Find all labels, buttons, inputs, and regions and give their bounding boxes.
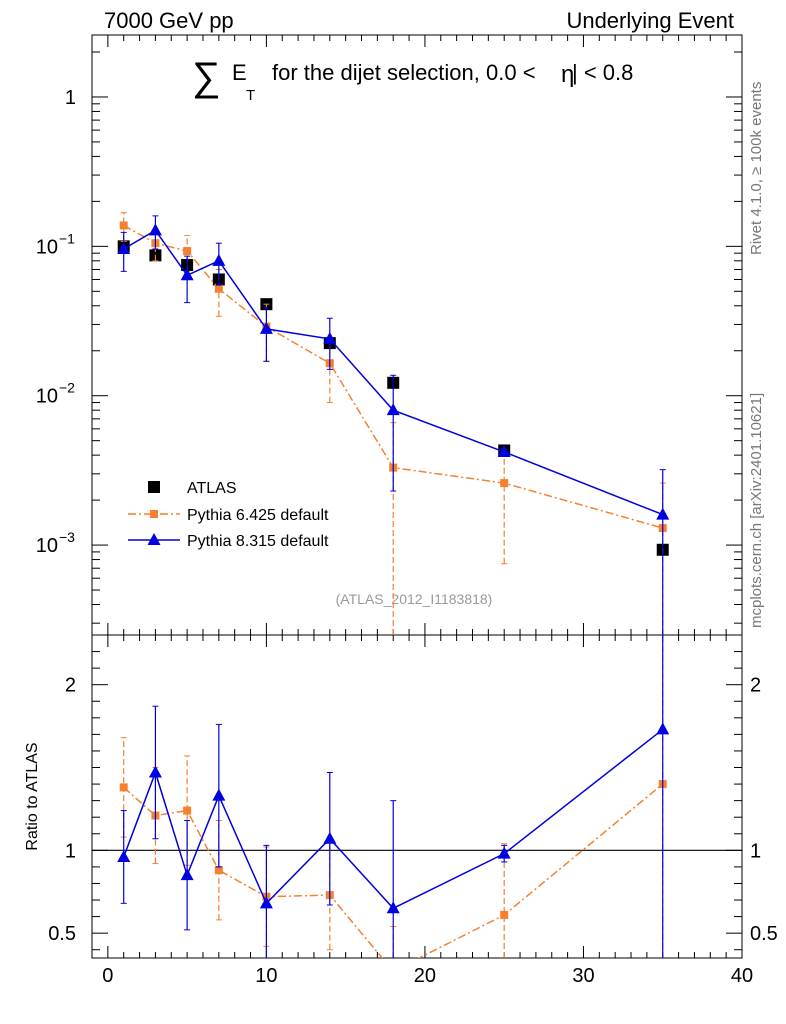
main-y-tick-label: 10 — [36, 535, 58, 557]
pythia8-marker — [497, 846, 511, 859]
title-sum-symbol: ∑ — [192, 55, 221, 99]
pythia6-marker — [500, 910, 509, 919]
main-y-tick-exponent: −3 — [59, 529, 75, 545]
pythia8-marker — [212, 788, 226, 801]
legend: ATLAS Pythia 6.425 default Pythia 8.315 de… — [128, 480, 329, 550]
pythia8-series-ratio — [117, 635, 670, 958]
pythia8-marker — [323, 331, 337, 344]
pythia6-marker — [214, 866, 223, 875]
pythia8-series-main — [117, 215, 670, 635]
pythia8-marker — [497, 444, 511, 457]
pythia6-marker — [150, 510, 158, 518]
pythia8-marker — [117, 849, 131, 862]
pythia8-marker — [180, 868, 194, 881]
x-tick-label: 30 — [572, 965, 594, 987]
x-tick-label: 40 — [731, 965, 753, 987]
title-t-subscript: T — [246, 87, 255, 104]
ratio-y-tick-label: 2 — [65, 675, 76, 697]
pythia8-marker — [180, 268, 194, 281]
title-eta: η — [561, 61, 574, 88]
ratio-y-tick-label-right: 1 — [750, 840, 761, 862]
atlas-marker — [148, 481, 160, 493]
pythia6-marker — [183, 806, 192, 815]
pythia8-marker — [147, 533, 161, 545]
ratio-y-tick-label: 0.5 — [48, 923, 76, 945]
x-tick-label: 20 — [414, 965, 436, 987]
pythia8-marker — [656, 722, 670, 735]
main-panel-series — [117, 212, 670, 635]
pythia8-marker — [656, 507, 670, 520]
ratio-panel-series — [117, 635, 670, 958]
pythia8-marker — [148, 223, 162, 236]
main-y-tick-label: 10 — [36, 236, 58, 258]
title-tail: | < 0.8 — [572, 60, 633, 85]
ratio-plot-frame — [91, 634, 743, 959]
ratio-y-tick-label-right: 0.5 — [750, 923, 778, 945]
ratio-y-tick-label: 1 — [65, 840, 76, 862]
pythia8-marker — [386, 403, 400, 416]
pythia8-marker — [259, 321, 273, 334]
pythia6-marker — [119, 221, 128, 230]
main-y-tick-exponent: −1 — [59, 230, 75, 246]
pythia8-marker — [117, 241, 131, 254]
pythia6-marker — [214, 284, 223, 293]
main-y-tick-label: 10 — [36, 386, 58, 408]
legend-atlas-label: ATLAS — [187, 480, 237, 497]
title-text: for the dijet selection, 0.0 < — [272, 60, 536, 85]
main-y-tick-exponent: −2 — [59, 380, 75, 396]
main-y-tick-label: 1 — [65, 87, 76, 109]
legend-pythia6-label: Pythia 6.425 default — [187, 507, 329, 524]
pythia8-marker — [212, 253, 226, 266]
ratio-y-axis-label: Ratio to ATLAS — [24, 742, 41, 850]
pythia6-marker — [183, 247, 192, 256]
header-energy: 7000 GeV pp — [104, 8, 234, 33]
pythia6-marker — [119, 783, 128, 792]
pythia8-marker — [148, 765, 162, 778]
ratio-y-tick-label-right: 2 — [750, 675, 761, 697]
pythia8-marker — [386, 901, 400, 914]
legend-pythia8-label: Pythia 8.315 default — [187, 533, 329, 550]
analysis-tag: (ATLAS_2012_I1183818) — [336, 591, 493, 607]
pythia6-marker — [500, 479, 509, 488]
pythia8-marker — [323, 831, 337, 844]
x-tick-label: 0 — [102, 965, 113, 987]
title-e: E — [232, 60, 247, 85]
x-tick-label: 10 — [255, 965, 277, 987]
pythia8-marker — [259, 896, 273, 909]
header-process: Underlying Event — [566, 8, 734, 33]
